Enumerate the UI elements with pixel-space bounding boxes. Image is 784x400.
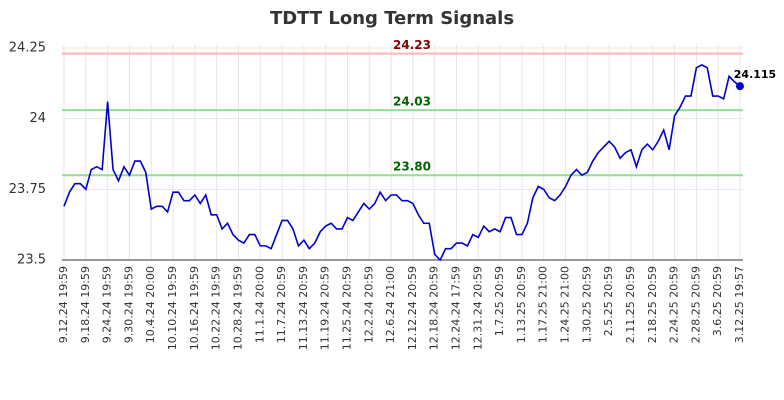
x-tick-label: 12.31.24 20:59 <box>471 266 484 350</box>
reference-label: 23.80 <box>393 160 431 174</box>
x-tick-label: 12.18.24 20:59 <box>428 266 441 350</box>
x-tick-label: 12.24.24 17:59 <box>450 266 463 350</box>
reference-label: 24.03 <box>393 95 431 109</box>
reference-label: 24.23 <box>393 38 431 52</box>
x-tick-label: 10.16.24 19:59 <box>188 266 201 350</box>
x-tick-label: 12.6.24 21:00 <box>384 266 397 343</box>
x-tick-label: 11.1.24 20:00 <box>253 266 266 343</box>
last-point <box>736 82 744 91</box>
x-tick-label: 1.13.25 20:59 <box>515 266 528 343</box>
x-tick-label: 1.30.25 20:59 <box>580 266 593 343</box>
y-tick-label: 24 <box>29 111 46 126</box>
last-value-label: 24.115 <box>734 68 776 81</box>
x-tick-label: 2.24.25 20:59 <box>668 266 681 343</box>
x-tick-label: 1.17.25 21:00 <box>537 266 550 343</box>
line <box>63 64 741 262</box>
x-tick-label: 12.12.24 20:59 <box>406 266 419 350</box>
y-tick-label: 24.25 <box>9 41 46 56</box>
y-tick-label: 23.5 <box>17 253 46 268</box>
x-tick-label: 10.28.24 19:59 <box>231 266 244 350</box>
x-tick-label: 11.13.24 20:59 <box>297 266 310 350</box>
x-tick-label: 9.18.24 19:59 <box>79 266 92 343</box>
x-tick-label: 11.25.24 20:59 <box>340 266 353 350</box>
x-tick-label: 2.18.25 20:59 <box>646 266 659 343</box>
x-tick-label: 12.2.24 20:59 <box>362 266 375 343</box>
x-tick-label: 9.30.24 19:59 <box>122 266 135 343</box>
x-tick-label: 2.28.25 20:59 <box>689 266 702 343</box>
x-tick-label: 10.10.24 19:59 <box>166 266 179 350</box>
x-tick-label: 9.24.24 19:59 <box>101 266 114 343</box>
chart-title: TDTT Long Term Signals <box>270 8 514 29</box>
x-tick-label: 1.24.25 21:00 <box>559 266 572 343</box>
x-tick-label: 2.5.25 20:59 <box>602 266 615 336</box>
x-tick-label: 10.22.24 19:59 <box>210 266 223 350</box>
x-tick-label: 10.4.24 20:00 <box>144 266 157 343</box>
y-tick-label: 23.75 <box>9 182 46 197</box>
x-tick-label: 1.7.25 20:59 <box>493 266 506 336</box>
x-tick-label: 9.12.24 19:59 <box>57 266 70 343</box>
x-tick-label: 11.7.24 20:59 <box>275 266 288 343</box>
x-tick-label: 3.12.25 19:57 <box>733 266 746 343</box>
x-tick-label: 2.11.25 20:59 <box>624 266 637 343</box>
x-tick-label: 11.19.24 20:59 <box>319 266 332 350</box>
x-tick-label: 3.6.25 20:59 <box>711 266 724 336</box>
